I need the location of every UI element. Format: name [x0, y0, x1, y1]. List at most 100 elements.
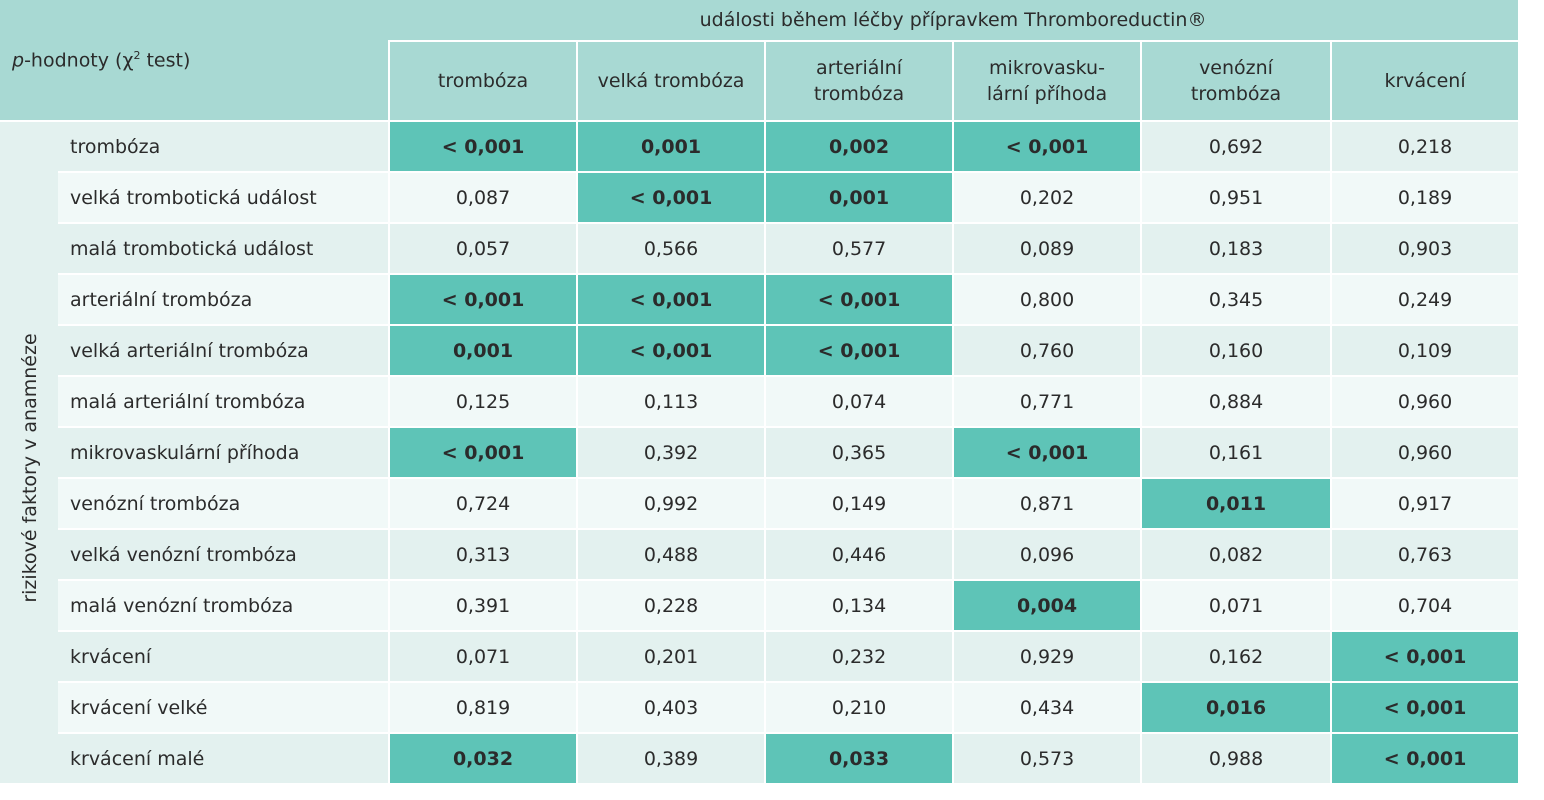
- column-header-line: krvácení: [1384, 70, 1466, 92]
- significant-value-cell: < 0,001: [952, 426, 1141, 477]
- value-cell: 0,903: [1330, 222, 1519, 273]
- significant-value-cell: 0,004: [952, 579, 1141, 630]
- column-header-line: arteriální: [816, 57, 902, 79]
- value-cell: 0,771: [952, 375, 1141, 426]
- value-cell: 0,161: [1140, 426, 1331, 477]
- side-label: rizikové faktory v anamnéze: [19, 333, 41, 603]
- significant-value-cell: < 0,001: [1330, 630, 1519, 681]
- column-header: velká trombóza: [576, 42, 765, 120]
- value-cell: 0,704: [1330, 579, 1519, 630]
- column-header-line: trombóza: [437, 70, 529, 92]
- column-header-row: trombóza velká trombóza arteriální trombóza…: [0, 42, 1519, 120]
- significant-value-cell: 0,032: [388, 732, 577, 783]
- value-cell: 0,134: [764, 579, 953, 630]
- value-cell: 0,992: [576, 477, 765, 528]
- value-cell: 0,183: [1140, 222, 1331, 273]
- value-cell: 0,760: [952, 324, 1141, 375]
- value-cell: 0,724: [388, 477, 577, 528]
- value-cell: 0,951: [1140, 171, 1331, 222]
- significant-value-cell: < 0,001: [1330, 681, 1519, 732]
- row-label: velká venózní trombóza: [58, 528, 389, 579]
- significant-value-cell: 0,001: [576, 120, 765, 171]
- value-cell: 0,434: [952, 681, 1141, 732]
- value-cell: 0,763: [1330, 528, 1519, 579]
- value-cell: 0,577: [764, 222, 953, 273]
- row-label: malá trombotická událost: [58, 222, 389, 273]
- value-cell: 0,210: [764, 681, 953, 732]
- value-cell: 0,365: [764, 426, 953, 477]
- value-cell: 0,125: [388, 375, 577, 426]
- value-cell: 0,988: [1140, 732, 1331, 783]
- value-cell: 0,074: [764, 375, 953, 426]
- value-cell: 0,087: [388, 171, 577, 222]
- value-cell: 0,071: [388, 630, 577, 681]
- corner-superscript: 2: [133, 48, 141, 62]
- value-cell: 0,960: [1330, 375, 1519, 426]
- value-cell: 0,819: [388, 681, 577, 732]
- corner-p-italic: p: [12, 49, 25, 72]
- table-body: rizikové faktory v anamnéze trombóza < 0,0…: [0, 120, 1519, 783]
- value-cell: 0,929: [952, 630, 1141, 681]
- column-header-line: trombóza: [813, 83, 905, 105]
- row-label: velká trombotická událost: [58, 171, 389, 222]
- significant-value-cell: 0,001: [764, 171, 953, 222]
- value-cell: 0,057: [388, 222, 577, 273]
- corner-text: -hodnoty (χ: [24, 49, 134, 72]
- significant-value-cell: < 0,001: [764, 273, 953, 324]
- column-header: mikrovasku-lární příhoda: [952, 42, 1141, 120]
- table-corner-header: p-hodnoty (χ2 test): [0, 0, 389, 120]
- row-label: arteriální trombóza: [58, 273, 389, 324]
- value-cell: 0,446: [764, 528, 953, 579]
- significant-value-cell: 0,033: [764, 732, 953, 783]
- row-label: malá arteriální trombóza: [58, 375, 389, 426]
- column-header: krvácení: [1330, 42, 1519, 120]
- significant-value-cell: < 0,001: [1330, 732, 1519, 783]
- table-row: malá venózní trombóza 0,391 0,228 0,134 0,00…: [0, 579, 1519, 630]
- significant-value-cell: < 0,001: [576, 273, 765, 324]
- value-cell: 0,228: [576, 579, 765, 630]
- table-row: rizikové faktory v anamnéze trombóza < 0,0…: [0, 120, 1519, 783]
- column-header-line: velká trombóza: [597, 70, 745, 92]
- table-row: malá trombotická událost 0,057 0,566 0,577 0…: [0, 222, 1519, 273]
- value-cell: 0,089: [952, 222, 1141, 273]
- table-row: krvácení malé 0,032 0,389 0,033 0,573 0,988 < …: [0, 732, 1519, 783]
- value-cell: 0,692: [1140, 120, 1331, 171]
- value-cell: 0,160: [1140, 324, 1331, 375]
- column-header: arteriální trombóza: [764, 42, 953, 120]
- value-cell: 0,249: [1330, 273, 1519, 324]
- significant-value-cell: < 0,001: [952, 120, 1141, 171]
- value-cell: 0,232: [764, 630, 953, 681]
- row-label: krvácení: [58, 630, 389, 681]
- value-cell: 0,884: [1140, 375, 1331, 426]
- p-value-table: p-hodnoty (χ2 test) události během léčby…: [0, 0, 1519, 783]
- table-row: velká trombotická událost 0,087 < 0,001 0,0…: [0, 171, 1519, 222]
- significant-value-cell: 0,016: [1140, 681, 1331, 732]
- significant-value-cell: < 0,001: [764, 324, 953, 375]
- significant-value-cell: < 0,001: [388, 273, 577, 324]
- table-row: venózní trombóza 0,724 0,992 0,149 0,871 0,01…: [0, 477, 1519, 528]
- value-cell: 0,566: [576, 222, 765, 273]
- value-cell: 0,389: [576, 732, 765, 783]
- value-cell: 0,391: [388, 579, 577, 630]
- value-cell: 0,149: [764, 477, 953, 528]
- table-row: krvácení velké 0,819 0,403 0,210 0,434 0,016 <…: [0, 681, 1519, 732]
- table-row: krvácení 0,071 0,201 0,232 0,929 0,162 < 0,001: [0, 630, 1519, 681]
- row-label: venózní trombóza: [58, 477, 389, 528]
- significant-value-cell: < 0,001: [576, 171, 765, 222]
- value-cell: 0,082: [1140, 528, 1331, 579]
- group-header: události během léčby přípravkem Thrombor…: [388, 0, 1519, 42]
- table-row: arteriální trombóza < 0,001 < 0,001 < 0,001…: [0, 273, 1519, 324]
- row-label: krvácení malé: [58, 732, 389, 783]
- significant-value-cell: 0,011: [1140, 477, 1331, 528]
- value-cell: 0,202: [952, 171, 1141, 222]
- value-cell: 0,917: [1330, 477, 1519, 528]
- significant-value-cell: 0,001: [388, 324, 577, 375]
- value-cell: 0,800: [952, 273, 1141, 324]
- column-header: venózní trombóza: [1140, 42, 1331, 120]
- value-cell: 0,071: [1140, 579, 1331, 630]
- column-header-line: lární příhoda: [986, 83, 1108, 105]
- column-header-line: trombóza: [1190, 83, 1282, 105]
- value-cell: 0,871: [952, 477, 1141, 528]
- value-cell: 0,109: [1330, 324, 1519, 375]
- corner-suffix: test): [140, 49, 191, 72]
